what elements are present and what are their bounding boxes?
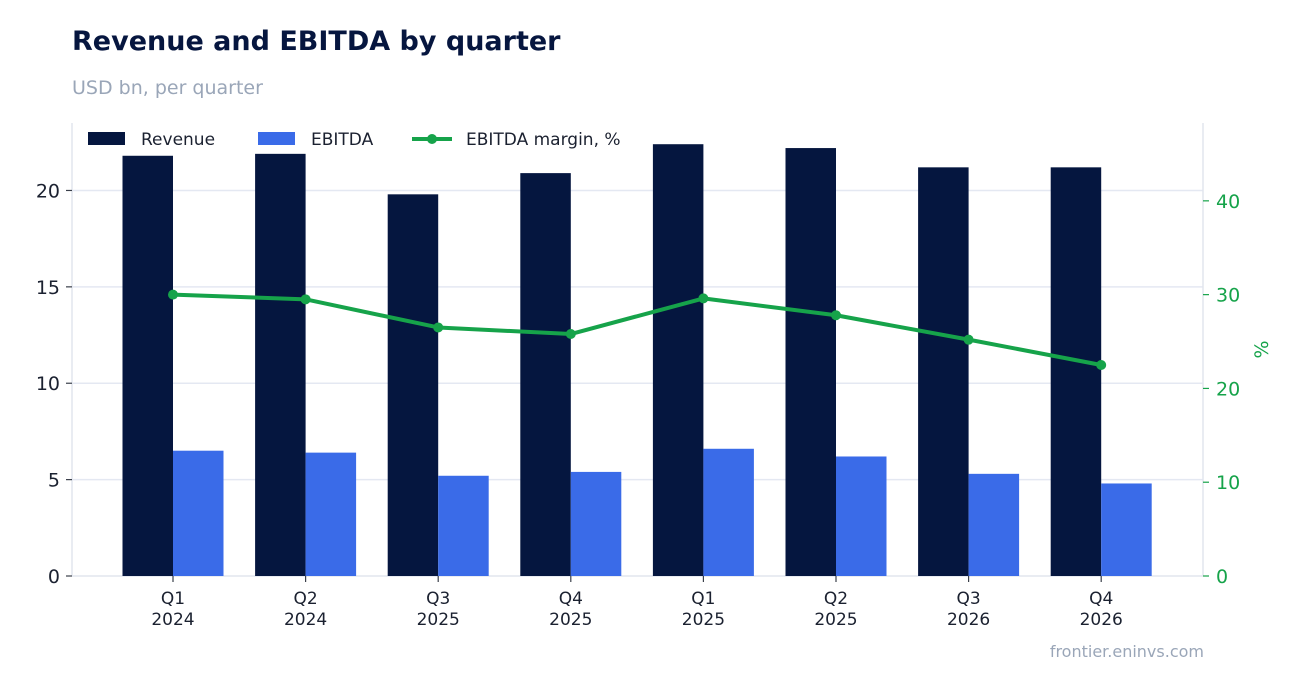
line-point-ebitda-margin — [1096, 359, 1107, 370]
y-tick-label-left: 15 — [36, 277, 60, 299]
x-tick-label-year: 2024 — [151, 610, 194, 630]
bar-revenue — [387, 194, 439, 576]
line-point-ebitda-margin — [300, 294, 311, 305]
line-point-ebitda-margin — [698, 293, 709, 304]
bar-revenue — [785, 148, 836, 576]
x-tick-label-quarter: Q1 — [161, 589, 185, 609]
y-axis-right-label: % — [1251, 340, 1273, 358]
legend-item: EBITDA margin, % — [412, 130, 621, 150]
bar-ebitda — [438, 475, 489, 576]
x-tick-label-year: 2025 — [549, 610, 592, 630]
bar-ebitda — [173, 450, 224, 576]
y-tick-label-right: 0 — [1216, 566, 1228, 588]
legend-label: EBITDA margin, % — [466, 130, 621, 150]
chart-title: Revenue and EBITDA by quarter — [72, 26, 561, 57]
legend-item: EBITDA — [258, 130, 374, 150]
legend: Revenue EBITDA EBITDA margin, % — [88, 130, 621, 150]
x-tick-label-year: 2025 — [417, 610, 460, 630]
legend-item: Revenue — [88, 130, 215, 150]
chart-subtitle: USD bn, per quarter — [72, 77, 263, 99]
y-tick-label-left: 10 — [36, 373, 60, 395]
y-tick-label-right: 30 — [1216, 285, 1240, 307]
x-tick-label-quarter: Q3 — [956, 589, 980, 609]
legend-swatch — [258, 132, 295, 145]
x-tick-label-quarter: Q4 — [1089, 589, 1113, 609]
bar-revenue — [1050, 167, 1102, 576]
x-tick-label-quarter: Q4 — [559, 589, 583, 609]
bar-ebitda — [703, 448, 754, 576]
bar-ebitda — [570, 471, 622, 576]
bar-revenue — [255, 153, 306, 576]
y-tick-label-left: 20 — [36, 180, 60, 202]
line-point-ebitda-margin — [831, 310, 841, 321]
y-tick-label-right: 10 — [1216, 472, 1240, 494]
x-tick-label-quarter: Q2 — [293, 589, 317, 609]
y-tick-label-right: 20 — [1216, 378, 1240, 400]
line-point-ebitda-margin — [963, 334, 974, 345]
bar-revenue — [520, 173, 571, 577]
legend-label: Revenue — [141, 130, 215, 150]
bar-ebitda — [968, 473, 1020, 576]
line-ebitda-margin — [171, 292, 1104, 367]
legend-swatch — [88, 132, 125, 145]
x-tick-label-year: 2025 — [682, 610, 725, 630]
y-tick-label-left: 5 — [48, 470, 60, 492]
bar-ebitda — [305, 452, 357, 576]
x-tick-label-year: 2025 — [814, 610, 857, 630]
bar-ebitda — [836, 456, 887, 576]
y-tick-label-right: 40 — [1216, 191, 1240, 213]
x-tick-label-quarter: Q3 — [426, 589, 450, 609]
line-point-ebitda-margin — [168, 289, 178, 300]
x-tick-label-year: 2024 — [284, 610, 327, 630]
x-tick-label-quarter: Q1 — [691, 589, 715, 609]
line-point-ebitda-margin — [433, 322, 444, 333]
bar-revenue — [122, 155, 173, 577]
line-point-ebitda-margin — [565, 329, 576, 340]
source-note: frontier.eninvs.com — [1049, 642, 1204, 661]
legend-swatch-marker — [427, 134, 437, 144]
x-tick-label-year: 2026 — [1080, 610, 1123, 630]
y-tick-label-left: 0 — [48, 566, 60, 588]
bar-revenue — [918, 167, 969, 576]
bar-ebitda — [1101, 483, 1152, 576]
x-tick-label-quarter: Q2 — [824, 589, 848, 609]
bar-revenue — [652, 144, 704, 576]
legend-label: EBITDA — [311, 130, 374, 150]
x-tick-label-year: 2026 — [947, 610, 990, 630]
